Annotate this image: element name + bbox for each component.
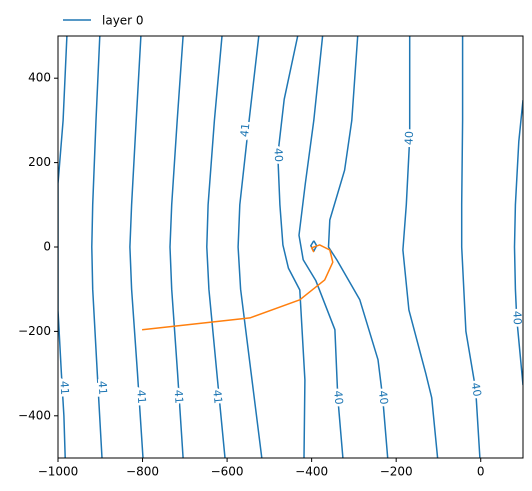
contour-line bbox=[277, 36, 306, 458]
contour-line bbox=[460, 36, 481, 458]
contour-label: 40 bbox=[376, 390, 391, 405]
contour-label: 41 bbox=[210, 389, 224, 404]
contour-line bbox=[237, 36, 263, 458]
x-tick-label: 0 bbox=[477, 465, 485, 479]
y-tick-label: 0 bbox=[43, 240, 51, 254]
axes-frame bbox=[57, 35, 524, 459]
contour-label: 41 bbox=[238, 122, 252, 137]
y-tick-label: 400 bbox=[28, 71, 51, 85]
plot-area: 41 41 41 41 41 41 40 40 40 40 40 40 bbox=[58, 36, 524, 458]
y-tick-label: −200 bbox=[18, 324, 51, 338]
y-tick-label: −400 bbox=[18, 408, 51, 422]
contour-label: 40 bbox=[402, 131, 416, 146]
x-tick-label: −200 bbox=[380, 465, 413, 479]
legend-label: layer 0 bbox=[102, 14, 144, 28]
x-tick-label: −1000 bbox=[38, 465, 79, 479]
contour-label: 41 bbox=[134, 389, 148, 404]
contour-label: 40 bbox=[272, 148, 286, 163]
contour-label: 41 bbox=[58, 381, 72, 396]
contour-line bbox=[206, 36, 226, 458]
contour-line bbox=[91, 36, 103, 458]
contour-label: 41 bbox=[96, 381, 110, 396]
contour-line bbox=[58, 36, 68, 458]
contour-line bbox=[129, 36, 144, 458]
contour-line bbox=[327, 36, 389, 458]
contour-line bbox=[513, 100, 523, 386]
contour-line bbox=[298, 36, 344, 458]
contour-label: 41 bbox=[172, 389, 186, 404]
y-tick-label: 200 bbox=[28, 155, 51, 169]
x-tick-label: −600 bbox=[211, 465, 244, 479]
trajectory-line bbox=[142, 244, 334, 331]
x-tick-label: −400 bbox=[295, 465, 328, 479]
contour-line bbox=[169, 36, 184, 458]
x-tick-label: −800 bbox=[126, 465, 159, 479]
contour-label: 40 bbox=[510, 311, 524, 326]
contour-label: 40 bbox=[331, 390, 345, 405]
contour-line bbox=[402, 36, 439, 458]
contour-label: 40 bbox=[469, 382, 484, 398]
